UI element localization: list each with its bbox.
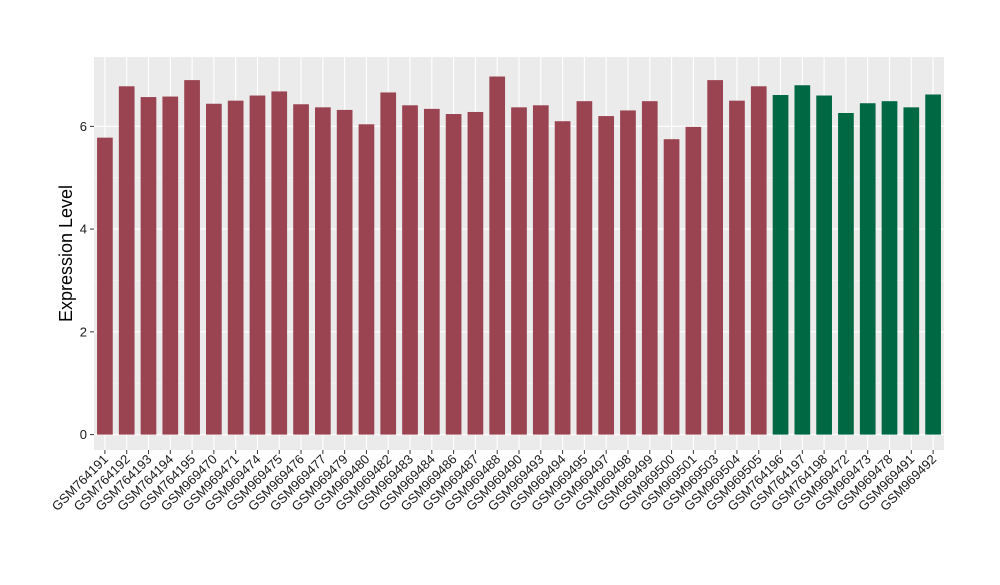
bar-gsm969505 bbox=[750, 86, 767, 435]
bar-gsm969497 bbox=[598, 116, 615, 435]
bar-gsm969498 bbox=[620, 110, 636, 435]
bar-gsm969478 bbox=[881, 101, 898, 435]
bar-gsm764191 bbox=[97, 137, 113, 435]
bar-gsm969483 bbox=[402, 105, 418, 435]
bar-gsm969471 bbox=[227, 100, 244, 435]
bar-gsm764198 bbox=[816, 95, 832, 435]
bar-gsm969486 bbox=[445, 114, 462, 435]
bar-gsm969488 bbox=[489, 76, 506, 435]
bar-gsm969493 bbox=[532, 105, 549, 435]
y-tick-label: 6 bbox=[80, 119, 87, 134]
bars bbox=[97, 76, 941, 435]
bar-gsm969474 bbox=[249, 95, 266, 435]
bar-gsm969495 bbox=[576, 101, 593, 435]
bar-gsm969500 bbox=[663, 139, 680, 435]
y-axis: 0 2 4 6 bbox=[80, 119, 94, 442]
bar-gsm969480 bbox=[358, 124, 375, 435]
bar-gsm764194 bbox=[162, 96, 179, 435]
bar-gsm969504 bbox=[729, 100, 745, 435]
bar-gsm969487 bbox=[467, 111, 484, 435]
bar-gsm969472 bbox=[838, 112, 854, 435]
y-tick-label: 0 bbox=[80, 427, 87, 442]
bar-gsm969484 bbox=[423, 108, 440, 435]
bar-gsm969490 bbox=[511, 107, 527, 435]
bar-gsm764193 bbox=[140, 97, 157, 435]
y-axis-title: Expression Level bbox=[56, 185, 76, 322]
y-tick-label: 2 bbox=[80, 324, 87, 339]
bar-gsm764197 bbox=[794, 85, 811, 435]
bar-gsm969494 bbox=[554, 121, 571, 435]
bar-gsm969475 bbox=[271, 91, 288, 435]
x-axis: GSM764191GSM764192GSM764193GSM764194GSM7… bbox=[49, 450, 939, 514]
bar-gsm969501 bbox=[685, 126, 702, 435]
bar-gsm969470 bbox=[206, 103, 222, 435]
bar-gsm764195 bbox=[184, 80, 200, 435]
bar-gsm969492 bbox=[925, 94, 941, 435]
bar-gsm969479 bbox=[336, 109, 353, 435]
y-tick-label: 4 bbox=[80, 222, 87, 237]
bar-gsm969491 bbox=[903, 107, 920, 435]
bar-gsm969503 bbox=[707, 80, 723, 435]
bar-gsm969473 bbox=[859, 103, 876, 435]
bar-gsm969477 bbox=[315, 107, 331, 435]
bar-gsm764192 bbox=[118, 86, 135, 435]
bar-gsm764196 bbox=[772, 95, 789, 435]
bar-gsm969482 bbox=[380, 92, 397, 435]
bar-gsm969499 bbox=[641, 101, 658, 435]
bar-gsm969476 bbox=[293, 104, 309, 435]
